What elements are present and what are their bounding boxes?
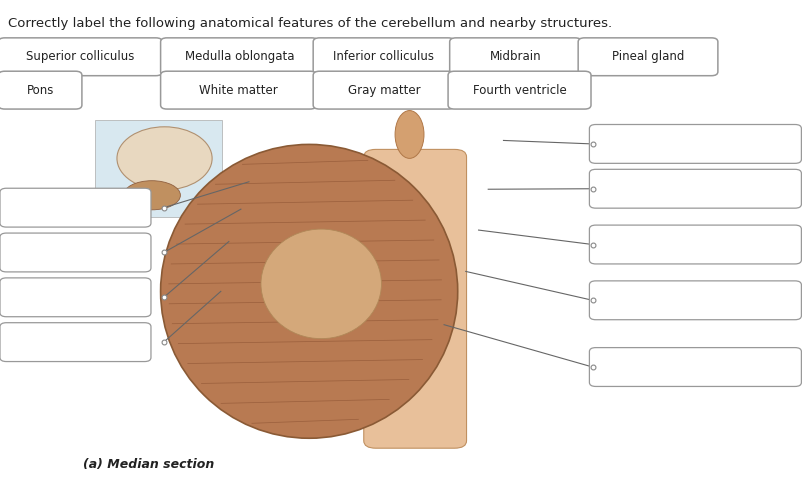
FancyBboxPatch shape [95,120,221,217]
Ellipse shape [117,127,212,190]
FancyBboxPatch shape [0,233,151,272]
Text: Correctly label the following anatomical features of the cerebellum and nearby s: Correctly label the following anatomical… [8,17,611,30]
FancyBboxPatch shape [589,169,800,208]
Text: (a) Median section: (a) Median section [83,458,214,471]
Text: Pineal gland: Pineal gland [611,50,683,63]
FancyBboxPatch shape [313,38,454,76]
Ellipse shape [387,235,442,334]
Text: Superior colliculus: Superior colliculus [26,50,134,63]
FancyBboxPatch shape [448,71,590,109]
FancyBboxPatch shape [0,323,151,362]
Text: Gray matter: Gray matter [347,84,419,97]
FancyBboxPatch shape [160,38,318,76]
FancyBboxPatch shape [577,38,717,76]
FancyBboxPatch shape [363,149,466,448]
Text: Fourth ventricle: Fourth ventricle [472,84,565,97]
FancyBboxPatch shape [0,278,151,317]
Ellipse shape [261,229,381,339]
FancyBboxPatch shape [589,281,800,320]
Text: Inferior colliculus: Inferior colliculus [333,50,434,63]
Text: Medulla oblongata: Medulla oblongata [184,50,294,63]
FancyBboxPatch shape [0,188,151,227]
FancyBboxPatch shape [589,225,800,264]
Text: Pons: Pons [26,84,54,97]
Ellipse shape [160,144,457,438]
Text: Midbrain: Midbrain [489,50,541,63]
FancyBboxPatch shape [0,38,162,76]
FancyBboxPatch shape [589,348,800,386]
FancyBboxPatch shape [0,71,82,109]
FancyBboxPatch shape [313,71,454,109]
FancyBboxPatch shape [160,71,316,109]
FancyBboxPatch shape [589,124,800,163]
Ellipse shape [124,181,180,210]
FancyBboxPatch shape [449,38,581,76]
Ellipse shape [395,111,423,158]
Text: White matter: White matter [199,84,277,97]
